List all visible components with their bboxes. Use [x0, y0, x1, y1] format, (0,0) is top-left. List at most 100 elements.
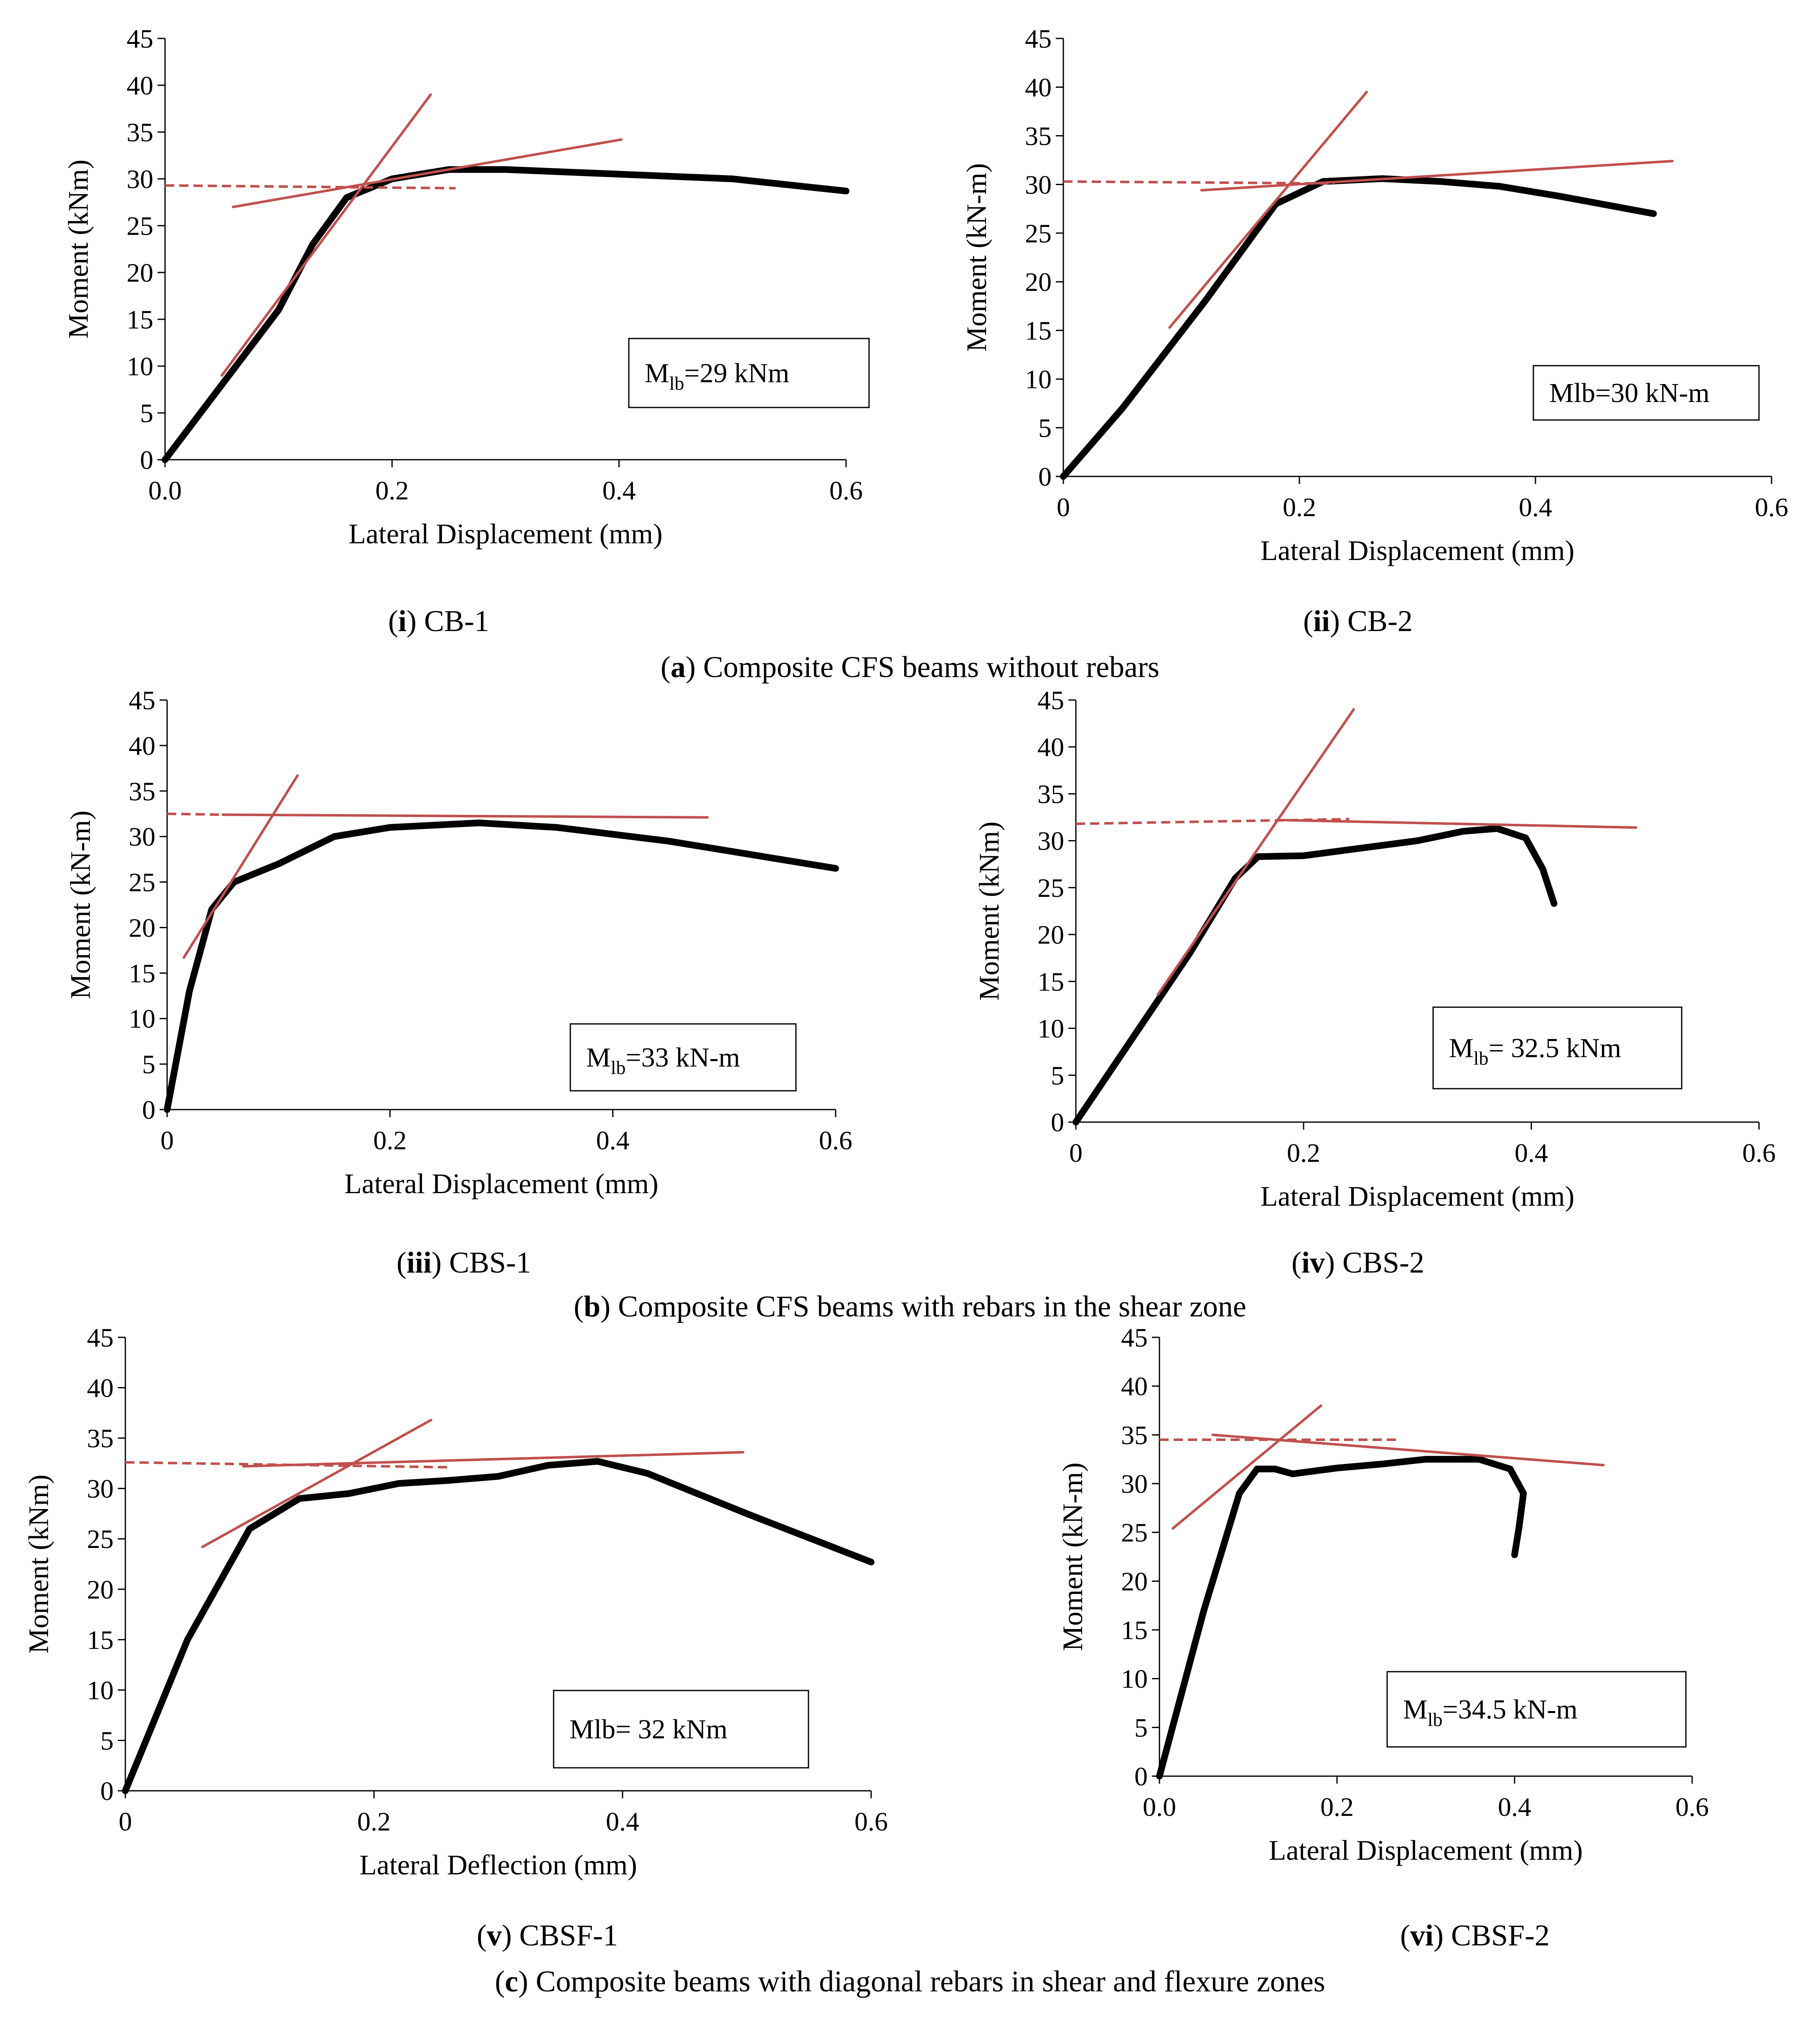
- caption-b: (b) Composite CFS beams with rebars in t…: [574, 1290, 1246, 1323]
- series-yield-level: [1063, 180, 1335, 185]
- y-tick-label: 0: [1051, 1107, 1064, 1137]
- x-tick-label: 0.2: [1320, 1792, 1354, 1822]
- y-tick-label: 0: [142, 1095, 155, 1125]
- x-axis-label: Lateral Displacement (mm): [344, 1168, 658, 1199]
- x-tick-label: 0: [160, 1125, 174, 1155]
- annotation-text: Mlb=33 kN-m: [586, 1042, 740, 1078]
- caption-c: (c) Composite beams with diagonal rebars…: [495, 1965, 1325, 1998]
- y-tick-label: 10: [1025, 364, 1052, 394]
- y-tick-label: 10: [87, 1675, 114, 1705]
- y-tick-label: 45: [1037, 685, 1064, 715]
- y-tick-label: 25: [87, 1524, 114, 1554]
- y-tick-label: 5: [100, 1726, 114, 1755]
- y-tick-label: 40: [1121, 1372, 1148, 1401]
- x-tick-label: 0.4: [602, 476, 636, 505]
- caption-a: (a) Composite CFS beams without rebars: [661, 650, 1159, 684]
- subcaption-vi: (vi) CBSF-2: [1400, 1919, 1550, 1952]
- chart-i: 0 5 10 15 20 25 30 35 40 45 0.0 0.2 0.4 0.6 Lateral Di…: [62, 24, 870, 550]
- y-tick-label: 25: [1025, 219, 1052, 248]
- y-tick-label: 25: [127, 211, 153, 241]
- y-tick-label: 15: [1025, 316, 1052, 346]
- annotation-text: Mlb=29 kNm: [645, 358, 789, 394]
- series-post-yield-tangent: [1279, 819, 1637, 829]
- series-yield-level: [1075, 818, 1350, 825]
- annotation-box: [553, 1690, 809, 1769]
- y-tick-label: 35: [1025, 121, 1052, 151]
- y-tick-label: 45: [129, 685, 155, 715]
- x-tick-label: 0: [119, 1807, 132, 1836]
- y-axis-label: Moment (kN-m): [64, 810, 96, 999]
- y-tick-label: 15: [1037, 967, 1064, 996]
- y-tick-label: 30: [1037, 826, 1064, 856]
- annotation-text: Mlb= 32.5 kNm: [1449, 1033, 1621, 1069]
- chart-iv: 0 5 10 15 20 25 30 35 40 45 0 0.2 0.4 0.6 Lateral Disp…: [973, 685, 1776, 1212]
- x-tick-label: 0.6: [1755, 492, 1788, 522]
- x-axis-label: Lateral Displacement (mm): [1261, 1180, 1574, 1212]
- y-tick-label: 20: [1037, 920, 1064, 950]
- series-initial-tangent: [201, 1418, 432, 1548]
- y-tick-label: 5: [1051, 1061, 1064, 1090]
- y-tick-label: 0: [100, 1776, 114, 1806]
- y-tick-label: 35: [127, 117, 153, 147]
- x-tick-label: 0: [1057, 492, 1070, 522]
- y-tick-label: 5: [1038, 413, 1052, 443]
- x-tick-label: 0.6: [829, 476, 863, 505]
- y-tick-label: 35: [129, 776, 155, 806]
- y-tick-label: 20: [87, 1575, 114, 1604]
- x-tick-label: 0.2: [1287, 1138, 1320, 1168]
- y-tick-label: 30: [129, 822, 155, 852]
- y-tick-label: 30: [87, 1474, 114, 1504]
- series-yield-level: [165, 184, 456, 190]
- x-tick-label: 0.4: [1515, 1138, 1548, 1168]
- series-post-yield-tangent: [221, 813, 709, 819]
- x-tick-label: 0.0: [148, 476, 182, 505]
- x-axis-label: Lateral Displacement (mm): [348, 518, 662, 550]
- series-post-yield-tangent: [1200, 160, 1674, 192]
- subcaption-iii: (iii) CBS-1: [396, 1246, 531, 1279]
- y-tick-label: 45: [1121, 1323, 1148, 1352]
- x-tick-label: 0.6: [1675, 1792, 1709, 1822]
- subcaption-v: (v) CBSF-1: [476, 1919, 618, 1952]
- y-tick-label: 30: [1121, 1469, 1148, 1499]
- y-tick-label: 25: [129, 868, 155, 897]
- series-experimental: [1156, 1456, 1527, 1780]
- y-axis-label: Moment (kNm): [23, 1474, 54, 1654]
- x-axis-label: Lateral Deflection (mm): [359, 1849, 637, 1881]
- series-yield-level: [167, 812, 223, 816]
- x-tick-label: 0.2: [373, 1125, 407, 1155]
- y-tick-label: 30: [127, 164, 153, 194]
- y-tick-label: 35: [1037, 779, 1064, 809]
- y-tick-label: 15: [87, 1625, 114, 1655]
- y-tick-label: 40: [1037, 732, 1064, 762]
- annotation-box: [628, 338, 870, 408]
- y-tick-label: 25: [1121, 1518, 1148, 1548]
- x-tick-label: 0.4: [606, 1807, 639, 1836]
- y-tick-label: 45: [127, 24, 153, 53]
- y-tick-label: 30: [1025, 170, 1052, 199]
- subcaption-iv: (iv) CBS-2: [1291, 1246, 1425, 1279]
- subcaption-ii: (ii) CB-2: [1303, 604, 1413, 638]
- y-tick-label: 10: [1037, 1014, 1064, 1044]
- x-tick-label: 0.2: [375, 476, 409, 505]
- series-initial-tangent: [220, 93, 432, 377]
- y-tick-label: 40: [1025, 72, 1052, 102]
- y-tick-label: 35: [87, 1423, 114, 1453]
- x-tick-label: 0.4: [596, 1125, 630, 1155]
- annotation-text: Mlb= 32 kNm: [569, 1714, 727, 1745]
- series-initial-tangent: [183, 774, 299, 959]
- y-tick-label: 10: [127, 351, 153, 381]
- y-tick-label: 45: [1025, 24, 1052, 53]
- chart-iii: 0 5 10 15 20 25 30 35 40 45 0 0.2 0.4 0.6 Lateral Disp…: [64, 685, 852, 1199]
- annotation-box: [1386, 1671, 1687, 1748]
- x-tick-label: 0.6: [1742, 1138, 1776, 1168]
- y-tick-label: 20: [127, 258, 153, 288]
- x-tick-label: 0.2: [357, 1807, 391, 1836]
- series-experimental: [164, 820, 839, 1113]
- y-tick-label: 5: [140, 398, 153, 428]
- series-experimental: [1073, 825, 1558, 1125]
- series-initial-tangent: [1171, 1404, 1322, 1530]
- y-tick-label: 10: [1121, 1664, 1148, 1694]
- series-experimental: [1060, 175, 1657, 480]
- y-tick-label: 35: [1121, 1420, 1148, 1450]
